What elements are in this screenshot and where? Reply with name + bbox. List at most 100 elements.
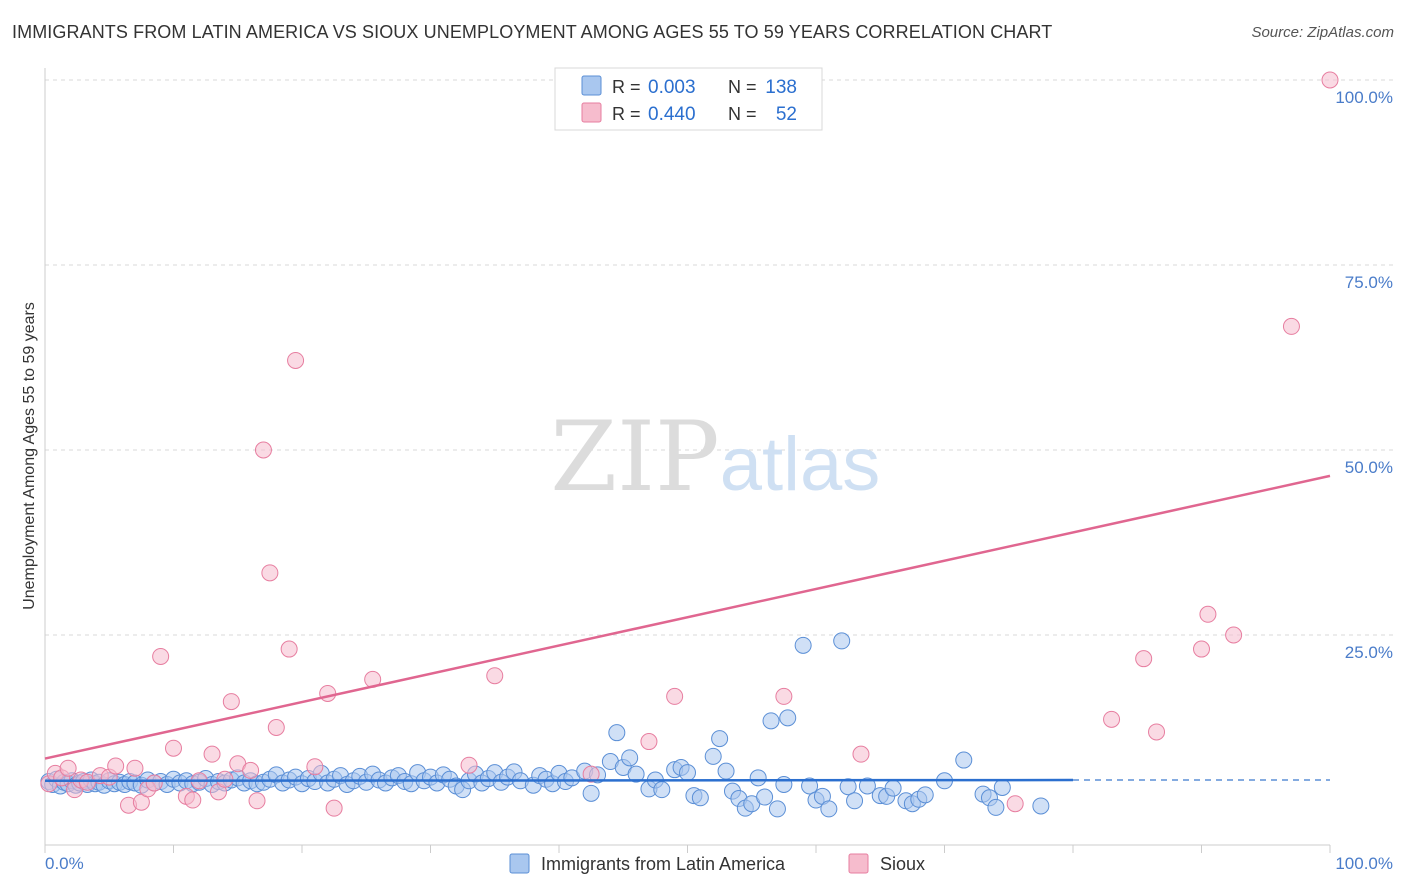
sioux-point <box>280 640 298 658</box>
legend-r-value-pink: 0.440 <box>648 104 696 125</box>
sioux-point <box>1148 723 1166 741</box>
legend-r-label-pink: R = <box>612 104 641 124</box>
legend-swatch-blue <box>581 75 602 96</box>
sioux-point <box>152 647 170 665</box>
series-legend: Immigrants from Latin America Sioux <box>509 853 925 874</box>
legend-r-label-blue: R = <box>612 77 641 97</box>
sioux-point <box>287 351 305 369</box>
y-axis-title: Unemployment Among Ages 55 to 59 years <box>21 302 38 610</box>
watermark-zip: ZIP <box>550 401 719 513</box>
sioux-point <box>1193 640 1210 658</box>
immigrants-point <box>839 778 857 796</box>
y-tick-label-75: 75.0% <box>1345 273 1393 292</box>
sioux-point <box>582 765 600 783</box>
immigrants-point <box>608 724 626 742</box>
immigrants-point <box>627 765 645 783</box>
immigrants-point <box>1032 797 1050 815</box>
trend-lines <box>44 474 1331 783</box>
sioux-point <box>267 719 285 736</box>
sioux-point <box>184 791 202 809</box>
immigrants-point <box>987 798 1005 816</box>
immigrants-point <box>691 789 709 807</box>
y-tick-label-100: 100.0% <box>1335 88 1393 107</box>
immigrants-point <box>993 778 1011 796</box>
immigrants-point <box>582 784 600 802</box>
sioux-point <box>203 745 221 763</box>
source-label: Source: ZipAtlas.com <box>1251 24 1394 41</box>
chart-title: IMMIGRANTS FROM LATIN AMERICA VS SIOUX U… <box>12 22 1053 42</box>
immigrants-point <box>820 800 838 818</box>
bottom-legend-label-immigrants: Immigrants from Latin America <box>541 854 786 874</box>
immigrants-point <box>621 749 639 767</box>
immigrants-point <box>679 764 696 782</box>
sioux-point <box>852 745 870 763</box>
legend-n-value-pink: 52 <box>776 104 797 125</box>
immigrants-point <box>711 730 729 748</box>
sioux-point <box>319 684 337 702</box>
x-tick-marks <box>44 845 1331 853</box>
immigrants-point <box>779 709 797 727</box>
sioux-point <box>306 758 324 776</box>
sioux-point <box>1006 795 1024 813</box>
sioux-point <box>1321 71 1339 89</box>
sioux-point <box>486 667 504 685</box>
sioux-point <box>1135 650 1153 668</box>
immigrants-point <box>801 777 819 795</box>
series-immigrants-points <box>40 632 1050 818</box>
sioux-point <box>242 761 260 779</box>
y-tick-labels: 25.0% 50.0% 75.0% 100.0% <box>1335 88 1393 662</box>
legend-n-value-blue: 138 <box>765 77 797 98</box>
sioux-point <box>1282 317 1300 335</box>
sioux-point <box>1199 605 1217 623</box>
legend-n-label-pink: N = <box>728 104 757 124</box>
y-tick-label-25: 25.0% <box>1345 643 1393 662</box>
bottom-legend-label-sioux: Sioux <box>880 854 925 874</box>
immigrants-point <box>653 781 671 799</box>
sioux-point <box>325 799 343 817</box>
stats-legend: R = 0.003 N = 138 R = 0.440 N = 52 <box>554 67 823 131</box>
sioux-point <box>261 564 279 582</box>
immigrants-point <box>717 762 735 780</box>
watermark-atlas: atlas <box>720 422 881 507</box>
immigrants-point <box>749 769 767 787</box>
sioux-point <box>460 756 478 774</box>
y-tick-label-50: 50.0% <box>1345 458 1393 477</box>
immigrants-point <box>833 632 851 650</box>
sioux-point <box>1103 710 1121 728</box>
immigrants-point <box>955 751 973 769</box>
immigrants-point <box>762 712 780 730</box>
sioux-point <box>775 687 793 705</box>
sioux-point <box>165 739 182 757</box>
series-sioux-points <box>40 71 1339 817</box>
sioux-point <box>640 733 658 751</box>
sioux-point <box>254 441 272 459</box>
immigrants-point <box>768 800 786 818</box>
sioux-point <box>145 774 163 792</box>
legend-r-value-blue: 0.003 <box>648 77 696 98</box>
immigrants-trend-line <box>44 778 1074 783</box>
sioux-point <box>666 687 684 705</box>
sioux-point <box>126 759 144 777</box>
sioux-point <box>248 792 266 810</box>
sioux-point <box>216 770 234 788</box>
bottom-legend-swatch-blue <box>509 853 530 874</box>
bottom-legend-swatch-pink <box>848 853 869 874</box>
immigrants-point <box>884 779 902 797</box>
sioux-point <box>1225 626 1243 644</box>
immigrants-point <box>916 786 934 804</box>
sioux-point <box>59 759 77 777</box>
immigrants-point <box>858 777 876 795</box>
gridlines <box>45 79 1393 636</box>
immigrants-point <box>846 792 864 810</box>
immigrants-point <box>794 636 812 654</box>
legend-n-label-blue: N = <box>728 77 757 97</box>
x-tick-label-max: 100.0% <box>1335 854 1393 873</box>
sioux-point <box>107 757 125 775</box>
x-tick-label-min: 0.0% <box>45 854 84 873</box>
immigrants-point <box>775 775 793 793</box>
immigrants-point <box>704 747 722 765</box>
sioux-trend-line <box>44 474 1331 760</box>
legend-swatch-pink <box>581 102 602 123</box>
immigrants-point <box>756 788 774 806</box>
